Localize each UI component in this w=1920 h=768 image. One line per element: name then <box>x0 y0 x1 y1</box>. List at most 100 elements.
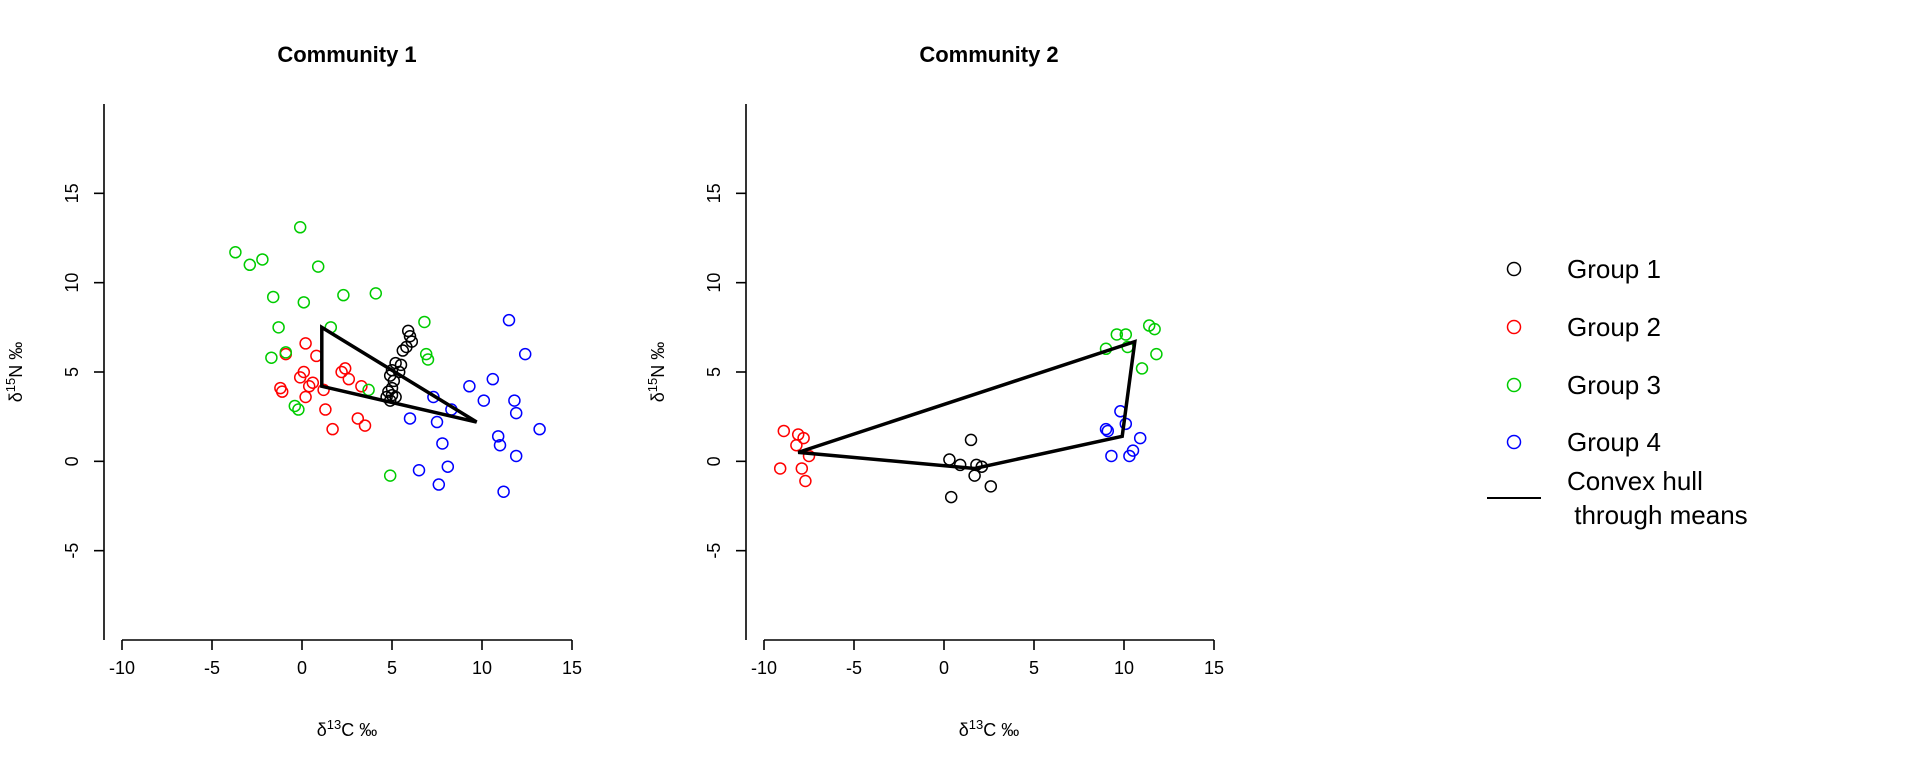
data-point <box>311 260 325 273</box>
data-point <box>1110 328 1124 341</box>
data-point <box>387 374 401 388</box>
data-point <box>293 221 307 234</box>
data-point <box>418 315 431 329</box>
data-point <box>338 362 352 375</box>
data-point <box>441 460 455 473</box>
data-point <box>432 478 446 491</box>
data-point <box>436 437 449 450</box>
data-point <box>369 287 383 300</box>
data-point <box>497 485 510 498</box>
data-point <box>1105 449 1118 463</box>
y-tick-label: 10 <box>62 273 82 293</box>
x-tick-label: -10 <box>109 658 135 678</box>
data-point <box>968 469 981 482</box>
data-point <box>984 480 998 493</box>
data-point <box>799 474 812 488</box>
data-point <box>1150 347 1163 361</box>
data-point <box>421 353 435 366</box>
x-tick-label: -5 <box>846 658 862 678</box>
series-group-3 <box>1099 319 1163 375</box>
data-point <box>403 412 417 425</box>
series-group-4 <box>1099 405 1147 463</box>
data-point <box>943 453 956 466</box>
data-point <box>358 419 372 432</box>
data-point <box>266 290 280 304</box>
y-tick-label: -5 <box>704 543 724 559</box>
data-point <box>279 346 293 359</box>
data-point <box>256 253 269 266</box>
data-point <box>1119 328 1133 341</box>
series-group-1 <box>380 324 419 407</box>
data-point <box>953 458 967 472</box>
chart-panel-2: Community 2 -10 -5 0 5 10 15 -5 0 5 10 15 δ13C ‰ δ15N… <box>645 42 1224 740</box>
x-tick-label: 5 <box>1029 658 1039 678</box>
data-point <box>509 406 523 420</box>
x-tick-label: 10 <box>1114 658 1134 678</box>
x-tick-label: 15 <box>1204 658 1224 678</box>
legend-label: Group 3 <box>1567 370 1661 400</box>
y-tick-label: 5 <box>62 367 82 377</box>
data-point <box>272 321 285 334</box>
data-point <box>964 433 978 447</box>
legend-label-line2: through means <box>1567 500 1748 530</box>
data-point <box>790 439 803 452</box>
data-point <box>297 296 311 309</box>
x-tick-label: 0 <box>939 658 949 678</box>
convex-hull <box>797 339 1137 471</box>
data-point <box>299 337 312 350</box>
legend-item-3: Group 3 <box>1506 370 1661 400</box>
data-point <box>355 380 368 393</box>
legend-marker <box>1506 434 1522 450</box>
legend-item-5: Convex hull through means <box>1487 466 1748 530</box>
legend-marker <box>1506 319 1522 335</box>
data-point <box>326 422 339 436</box>
data-point <box>288 399 302 413</box>
data-point <box>518 347 532 361</box>
data-point <box>508 394 521 407</box>
y-tick-label: 15 <box>62 183 82 203</box>
x-tick-label: -10 <box>751 658 777 678</box>
data-point <box>317 383 330 397</box>
legend-item-1: Group 1 <box>1506 254 1661 284</box>
y-tick-label: 0 <box>704 456 724 466</box>
data-point <box>396 344 410 357</box>
data-point <box>493 439 507 452</box>
data-point <box>491 430 505 443</box>
data-point <box>795 462 809 475</box>
data-point <box>412 464 426 477</box>
data-point <box>265 351 278 364</box>
legend-label: Group 4 <box>1567 427 1661 457</box>
data-point <box>773 462 787 475</box>
y-axis-label: δ15N ‰ <box>645 342 668 403</box>
x-axis-label: δ13C ‰ <box>959 717 1020 740</box>
data-point <box>306 376 320 389</box>
data-point <box>1148 322 1161 336</box>
data-point <box>1133 431 1147 445</box>
y-axis-label: δ15N ‰ <box>3 342 26 403</box>
x-tick-label: 5 <box>387 658 397 678</box>
data-point <box>243 258 257 272</box>
data-point <box>337 288 350 302</box>
data-point <box>401 324 415 338</box>
legend-marker <box>1506 377 1522 393</box>
data-point <box>533 422 546 436</box>
x-tick-label: 0 <box>297 658 307 678</box>
data-point <box>383 469 397 482</box>
y-tick-label: 15 <box>704 183 724 203</box>
data-point <box>403 330 417 343</box>
data-point <box>335 365 348 379</box>
legend-label: Convex hull <box>1567 466 1703 496</box>
data-point <box>509 449 523 463</box>
data-point <box>293 371 307 384</box>
chart-panel-1: Community 1 -10 -5 0 5 10 15 -5 0 5 10 15 δ13C ‰ δ15N… <box>3 42 582 740</box>
data-point <box>229 246 242 259</box>
data-point <box>299 390 312 404</box>
chart-panels: Community 1 -10 -5 0 5 10 15 -5 0 5 10 15 δ13C ‰ δ15N… <box>3 42 1224 740</box>
y-tick-label: 0 <box>62 456 82 466</box>
data-point <box>1135 362 1149 375</box>
data-point <box>419 347 433 361</box>
x-axis-label: δ13C ‰ <box>317 717 378 740</box>
data-point <box>430 415 444 429</box>
y-tick-label: -5 <box>62 543 82 559</box>
x-tick-label: -5 <box>204 658 220 678</box>
